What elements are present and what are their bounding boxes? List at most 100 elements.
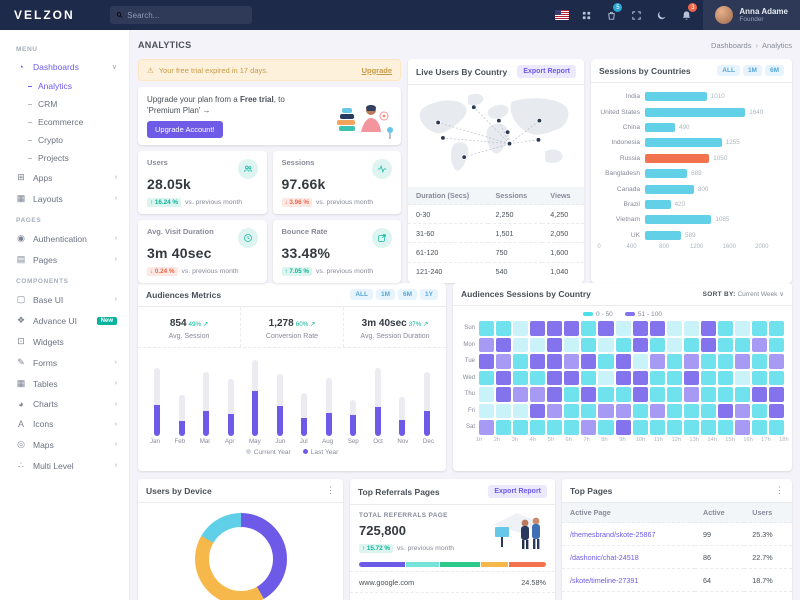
filter-chip-6m[interactable]: 6M	[398, 289, 418, 300]
heatmap-cell[interactable]	[581, 354, 597, 369]
heatmap-cell[interactable]	[717, 337, 733, 352]
heatmap-cell[interactable]	[479, 403, 495, 418]
heatmap-cell[interactable]	[666, 370, 682, 385]
referral-row[interactable]: www.google.com 24.58%	[350, 571, 555, 592]
sidebar-item-authentication[interactable]: ◉ Authentication ›	[0, 228, 129, 249]
sidebar-subitem-crypto[interactable]: Crypto	[0, 131, 129, 149]
sidebar-item-apps[interactable]: ⊞ Apps ›	[0, 167, 129, 188]
heatmap-cell[interactable]	[564, 321, 580, 336]
fullscreen-button[interactable]	[624, 0, 649, 30]
heatmap-cell[interactable]	[615, 321, 631, 336]
heatmap-cell[interactable]	[564, 403, 580, 418]
heatmap-cell[interactable]	[598, 420, 614, 435]
map-marker[interactable]	[440, 135, 446, 141]
sidebar-subitem-crm[interactable]: CRM	[0, 95, 129, 113]
heatmap-cell[interactable]	[496, 387, 512, 402]
heatmap-cell[interactable]	[717, 420, 733, 435]
heatmap-cell[interactable]	[752, 370, 768, 385]
heatmap-cell[interactable]	[632, 370, 648, 385]
filter-chip-all[interactable]: ALL	[350, 289, 373, 300]
bar[interactable]	[645, 230, 682, 240]
bar[interactable]	[645, 199, 671, 209]
bar[interactable]	[645, 92, 707, 102]
global-search[interactable]	[110, 6, 252, 24]
page-link[interactable]: /skote/timeline-27391	[562, 568, 696, 592]
column-stack[interactable]	[374, 367, 381, 436]
heatmap-cell[interactable]	[581, 321, 597, 336]
column-stack[interactable]	[301, 393, 308, 436]
kebab-menu-icon[interactable]: ⋮	[326, 485, 335, 495]
heatmap-cell[interactable]	[530, 321, 546, 336]
sidebar-item-tables[interactable]: ▦ Tables ›	[0, 373, 129, 394]
heatmap-cell[interactable]	[530, 403, 546, 418]
heatmap-cell[interactable]	[752, 321, 768, 336]
heatmap-cell[interactable]	[615, 387, 631, 402]
heatmap-cell[interactable]	[683, 337, 699, 352]
heatmap-cell[interactable]	[564, 337, 580, 352]
heatmap-cell[interactable]	[479, 370, 495, 385]
heatmap-cell[interactable]	[513, 321, 529, 336]
map-marker[interactable]	[471, 104, 477, 110]
heatmap-cell[interactable]	[530, 387, 546, 402]
heatmap-cell[interactable]	[734, 370, 750, 385]
heatmap-cell[interactable]	[700, 337, 716, 352]
heatmap-cell[interactable]	[615, 403, 631, 418]
heatmap-cell[interactable]	[513, 337, 529, 352]
heatmap-cell[interactable]	[666, 321, 682, 336]
heatmap-cell[interactable]	[649, 370, 665, 385]
search-input[interactable]	[127, 10, 246, 20]
heatmap-cell[interactable]	[513, 354, 529, 369]
map-marker[interactable]	[496, 117, 502, 124]
heatmap-cell[interactable]	[734, 403, 750, 418]
heatmap-cell[interactable]	[632, 420, 648, 435]
column-stack[interactable]	[423, 372, 430, 436]
heatmap-cell[interactable]	[479, 321, 495, 336]
heatmap-cell[interactable]	[479, 420, 495, 435]
notifications-button[interactable]: 3	[674, 0, 699, 30]
heatmap-cell[interactable]	[734, 337, 750, 352]
kebab-menu-icon[interactable]: ⋮	[775, 485, 784, 495]
sidebar-item-dashboards[interactable]: ◔ Dashboards ∨	[0, 57, 129, 77]
heatmap-cell[interactable]	[683, 370, 699, 385]
heatmap-cell[interactable]	[700, 403, 716, 418]
sidebar-item-layouts[interactable]: ▦ Layouts ›	[0, 188, 129, 209]
heatmap-cell[interactable]	[649, 337, 665, 352]
bar[interactable]	[645, 122, 675, 132]
heatmap-cell[interactable]	[615, 420, 631, 435]
sort-by-dropdown[interactable]: SORT BY: Current Week ∨	[702, 291, 784, 298]
sidebar-item-forms[interactable]: ✎ Forms ›	[0, 352, 129, 373]
bar[interactable]	[645, 138, 722, 148]
heatmap-cell[interactable]	[598, 354, 614, 369]
heatmap-cell[interactable]	[496, 403, 512, 418]
column-stack[interactable]	[399, 396, 406, 436]
filter-chip-1m[interactable]: 1M	[742, 65, 762, 76]
heatmap-cell[interactable]	[564, 420, 580, 435]
filter-chip-6m[interactable]: 6M	[764, 65, 784, 76]
heatmap-cell[interactable]	[513, 387, 529, 402]
heatmap-cell[interactable]	[581, 370, 597, 385]
heatmap-cell[interactable]	[496, 420, 512, 435]
map-marker[interactable]	[504, 129, 511, 135]
heatmap-cell[interactable]	[752, 354, 768, 369]
heatmap-cell[interactable]	[581, 420, 597, 435]
heatmap-cell[interactable]	[666, 420, 682, 435]
column-stack[interactable]	[350, 399, 357, 436]
heatmap-cell[interactable]	[717, 370, 733, 385]
heatmap-cell[interactable]	[598, 337, 614, 352]
heatmap-cell[interactable]	[632, 321, 648, 336]
heatmap-cell[interactable]	[700, 354, 716, 369]
heatmap-cell[interactable]	[496, 370, 512, 385]
bar[interactable]	[645, 215, 712, 225]
heatmap-cell[interactable]	[734, 321, 750, 336]
heatmap-cell[interactable]	[479, 354, 495, 369]
map-marker[interactable]	[536, 117, 543, 124]
heatmap-cell[interactable]	[581, 387, 597, 402]
column-stack[interactable]	[325, 377, 332, 436]
heatmap-cell[interactable]	[734, 354, 750, 369]
cart-button[interactable]: 5	[599, 0, 624, 30]
dark-mode-button[interactable]	[649, 0, 674, 30]
brand-logo[interactable]: VELZON	[14, 8, 75, 22]
heatmap-cell[interactable]	[496, 354, 512, 369]
referrals-export-button[interactable]: Export Report	[488, 485, 547, 498]
column-stack[interactable]	[227, 379, 234, 436]
